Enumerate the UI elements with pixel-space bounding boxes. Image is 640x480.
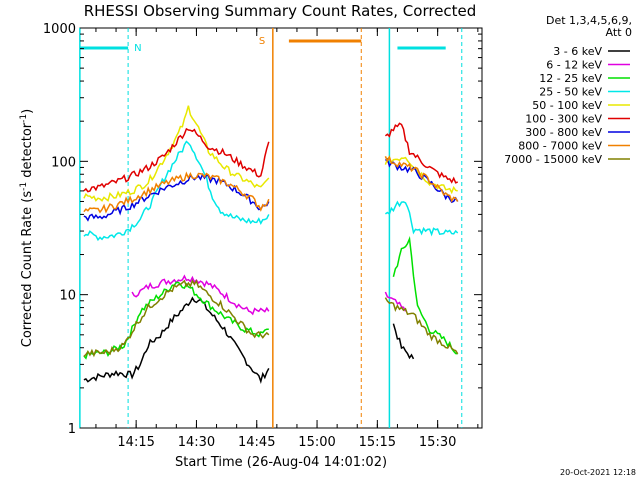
x-tick-label: 15:00 — [298, 435, 335, 450]
legend-label: 300 - 800 keV — [525, 126, 602, 139]
legend-label: 7000 - 15000 keV — [504, 153, 602, 166]
series-line — [384, 155, 459, 203]
series-line — [83, 172, 270, 222]
series-line — [384, 122, 458, 184]
x-tick-label: 14:30 — [178, 435, 215, 450]
series-line — [83, 171, 270, 214]
series-line — [384, 291, 407, 312]
x-tick-label: 14:45 — [238, 435, 275, 450]
x-tick-label: 15:30 — [419, 435, 456, 450]
series-line — [83, 105, 270, 202]
footer-date: 20-Oct-2021 12:18 — [560, 468, 636, 477]
y-tick-label: 1 — [68, 422, 76, 437]
x-tick-label: 14:15 — [117, 435, 154, 450]
series-line — [83, 127, 270, 193]
legend-label: 50 - 100 keV — [532, 99, 602, 112]
series-line — [384, 297, 459, 355]
series-line — [83, 281, 269, 360]
legend-label: 6 - 12 keV — [546, 59, 602, 72]
chart-title: RHESSI Observing Summary Count Rates, Co… — [84, 2, 477, 20]
saa-label: S — [259, 36, 265, 47]
series-line — [83, 279, 270, 358]
x-axis-label: Start Time (26-Aug-04 14:01:02) — [175, 455, 387, 470]
series-line — [83, 140, 270, 242]
y-axis: 1 10 100 1000 — [43, 22, 482, 437]
series-line — [384, 155, 458, 195]
plot-frame — [79, 27, 483, 429]
legend-label: 25 - 50 keV — [539, 86, 602, 99]
night-label: N — [134, 43, 141, 54]
x-axis: 14:15 14:30 14:45 15:00 15:15 15:30 — [95, 28, 479, 450]
annotation-layer: NS — [79, 28, 463, 428]
legend-label: 800 - 7000 keV — [518, 140, 602, 153]
legend-label: 12 - 25 keV — [539, 72, 602, 85]
series-line — [392, 323, 415, 360]
y-tick-label: 10 — [59, 289, 76, 304]
series-line — [392, 236, 458, 355]
series-line — [83, 296, 270, 384]
legend-label: 3 - 6 keV — [553, 45, 602, 58]
series-layer — [83, 105, 459, 384]
legend-header: Det 1,3,4,5,6,9, — [546, 14, 632, 27]
y-tick-label: 100 — [51, 155, 76, 170]
y-tick-label: 1000 — [43, 22, 76, 37]
x-tick-label: 15:15 — [359, 435, 396, 450]
series-line — [131, 274, 270, 316]
legend-label: 100 - 300 keV — [525, 113, 602, 126]
y-axis-label: Corrected Count Rate (s-1 detector-1) — [19, 109, 35, 347]
series-line — [384, 200, 459, 237]
legend-header: Att 0 — [606, 26, 632, 39]
